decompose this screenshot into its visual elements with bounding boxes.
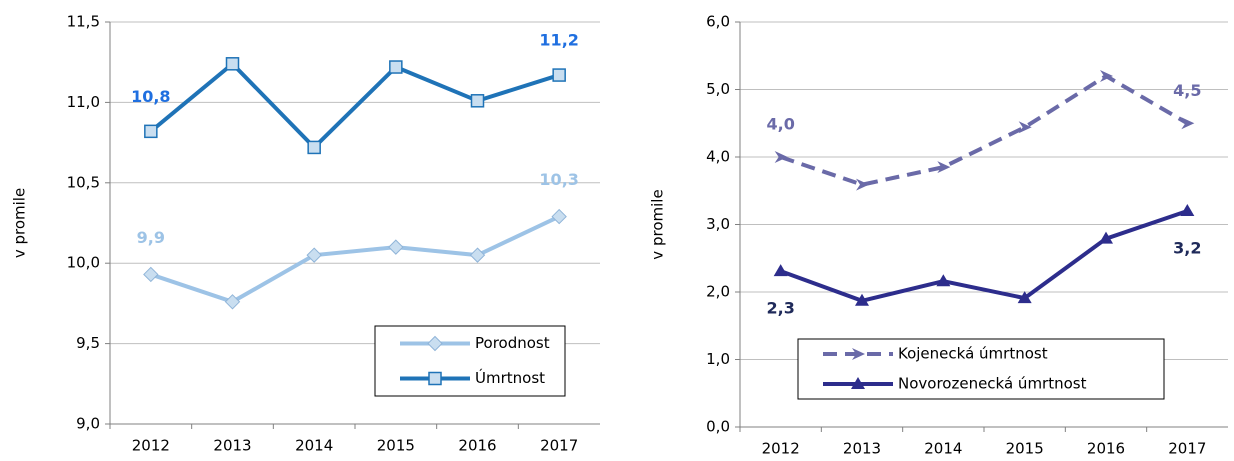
x-tick-label: 2014 bbox=[924, 440, 962, 458]
x-tick-label: 2016 bbox=[1087, 440, 1125, 458]
y-tick-label: 4,0 bbox=[706, 148, 730, 166]
y-tick-label: 9,0 bbox=[76, 415, 100, 433]
series-line bbox=[149, 61, 560, 151]
y-axis-label: v promile bbox=[649, 189, 667, 259]
marker-triangle bbox=[1017, 291, 1032, 304]
x-tick-label: 2015 bbox=[377, 437, 415, 455]
x-tick-label: 2013 bbox=[843, 440, 881, 458]
y-tick-label: 2,0 bbox=[706, 283, 730, 301]
series-line bbox=[780, 73, 1189, 187]
x-tick-label: 2016 bbox=[458, 437, 496, 455]
x-tick-label: 2015 bbox=[1006, 440, 1044, 458]
marker-diamond bbox=[551, 208, 567, 225]
series-line bbox=[779, 209, 1188, 303]
marker-square bbox=[470, 94, 485, 108]
marker-square bbox=[389, 60, 403, 74]
marker-diamond bbox=[388, 239, 404, 255]
marker-diamond bbox=[224, 294, 241, 310]
marker-arrow bbox=[852, 348, 865, 360]
value-label: 9,9 bbox=[137, 228, 165, 247]
legend-label: Kojenecká úmrtnost bbox=[898, 345, 1048, 363]
value-label: 10,8 bbox=[131, 87, 170, 106]
value-label: 2,3 bbox=[766, 299, 794, 318]
x-tick-label: 2012 bbox=[762, 440, 800, 458]
value-label: 4,0 bbox=[766, 115, 794, 134]
marker-square bbox=[225, 57, 240, 71]
y-tick-label: 11,5 bbox=[67, 13, 100, 31]
marker-triangle bbox=[851, 377, 865, 389]
x-tick-label: 2014 bbox=[295, 437, 333, 455]
y-tick-label: 10,5 bbox=[67, 173, 100, 191]
x-tick-label: 2017 bbox=[540, 437, 578, 455]
y-tick-label: 11,0 bbox=[67, 93, 100, 111]
marker-triangle bbox=[936, 274, 951, 287]
marker-triangle bbox=[855, 293, 869, 306]
marker-arrow bbox=[937, 161, 951, 174]
y-axis-label: v promile bbox=[11, 188, 29, 258]
marker-diamond bbox=[427, 335, 443, 352]
marker-arrow bbox=[1018, 121, 1032, 134]
marker-square bbox=[552, 68, 566, 82]
legend-label: Úmrtnost bbox=[475, 368, 545, 387]
value-label: 3,2 bbox=[1173, 239, 1201, 258]
y-tick-label: 0,0 bbox=[706, 418, 730, 436]
marker-arrow bbox=[1181, 117, 1195, 130]
x-tick-label: 2012 bbox=[132, 437, 170, 455]
marker-square bbox=[307, 140, 321, 155]
marker-diamond bbox=[306, 247, 322, 263]
marker-triangle bbox=[1099, 231, 1113, 244]
marker-arrow bbox=[774, 151, 788, 163]
marker-triangle bbox=[773, 264, 788, 277]
y-tick-label: 6,0 bbox=[706, 13, 730, 31]
x-tick-label: 2017 bbox=[1168, 440, 1206, 458]
x-tick-label: 2013 bbox=[213, 437, 251, 455]
value-label: 4,5 bbox=[1173, 81, 1201, 100]
series-line bbox=[150, 214, 561, 304]
value-label: 10,3 bbox=[539, 170, 578, 189]
y-tick-label: 5,0 bbox=[706, 80, 730, 98]
marker-arrow bbox=[1100, 70, 1113, 82]
y-tick-label: 10,0 bbox=[67, 254, 100, 272]
legend-label: Novorozenecká úmrtnost bbox=[898, 375, 1087, 393]
marker-diamond bbox=[143, 266, 159, 283]
marker-square bbox=[428, 371, 442, 386]
legend-box bbox=[374, 325, 566, 397]
marker-arrow bbox=[856, 178, 869, 191]
y-tick-label: 1,0 bbox=[706, 350, 730, 368]
value-label: 11,2 bbox=[539, 31, 578, 50]
marker-triangle bbox=[1180, 204, 1195, 216]
y-tick-label: 9,5 bbox=[76, 334, 100, 352]
y-tick-label: 3,0 bbox=[706, 215, 730, 233]
marker-diamond bbox=[469, 247, 486, 263]
legend-label: Porodnost bbox=[475, 334, 550, 352]
marker-square bbox=[144, 124, 158, 139]
